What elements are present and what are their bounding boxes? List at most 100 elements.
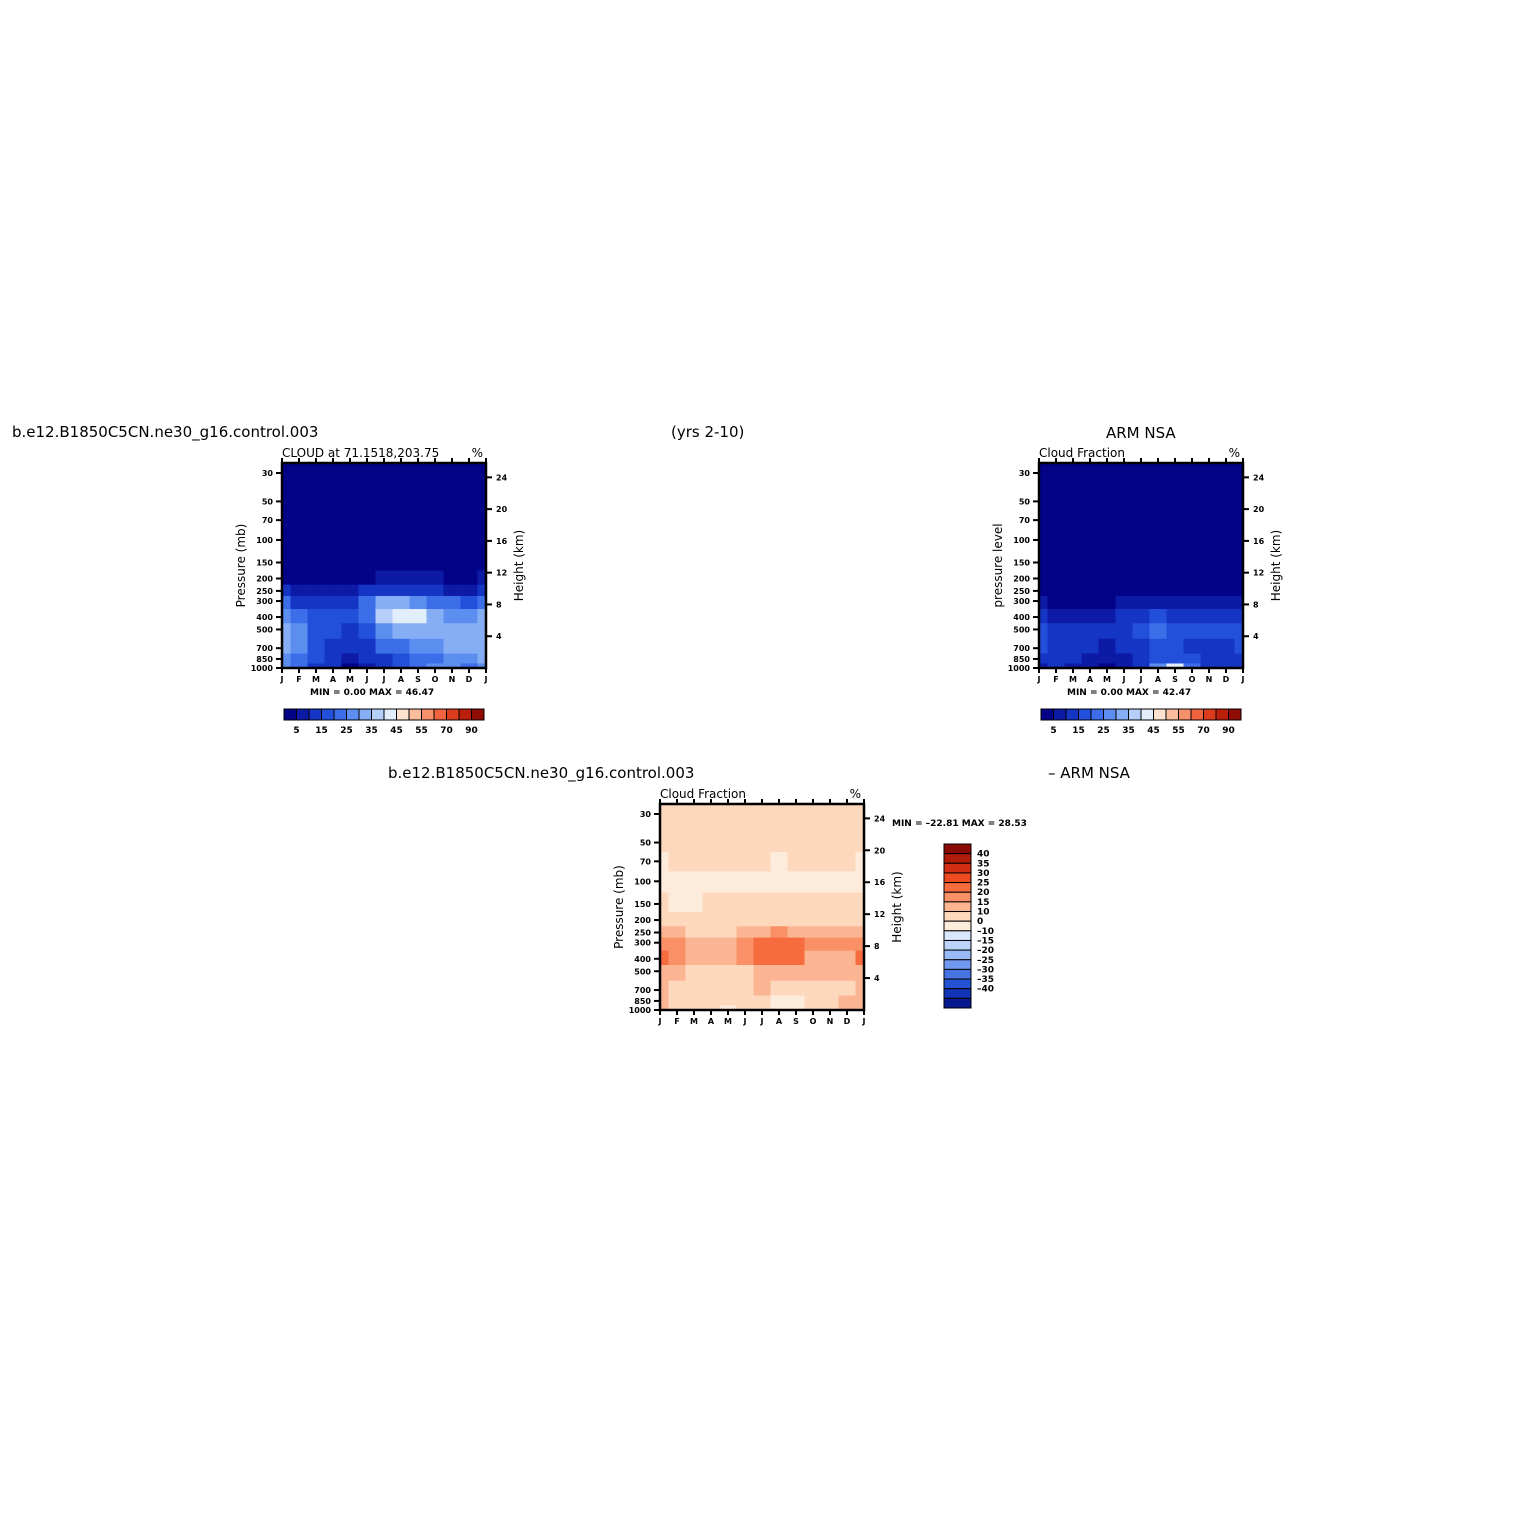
heatmap-cell	[460, 551, 479, 572]
heatmap-cell	[1234, 584, 1244, 597]
heatmap-cell	[324, 623, 343, 640]
heatmap-cell	[460, 653, 479, 665]
heatmap-cell	[770, 937, 789, 952]
heatmap-cell	[324, 595, 343, 610]
heatmap-cell	[1183, 551, 1202, 572]
heatmap-cell	[392, 623, 411, 640]
heatmap-cell	[719, 937, 738, 952]
heatmap-cell	[290, 570, 309, 586]
heatmap-cell	[341, 584, 360, 597]
heatmap-cell	[753, 995, 772, 1007]
colorbar-swatch	[321, 708, 335, 721]
heatmap-cell	[668, 892, 687, 913]
heatmap-cell	[719, 804, 738, 829]
colorbar-swatch	[943, 882, 972, 893]
heatmap-cell	[838, 892, 857, 913]
y2-tick-label: 24	[1253, 473, 1265, 482]
heatmap-cell	[392, 530, 411, 552]
heatmap-cell	[1200, 551, 1219, 572]
heatmap-cell	[290, 510, 309, 531]
heatmap-cell	[375, 638, 394, 655]
heatmap-cell	[1234, 530, 1244, 552]
heatmap-cell	[1200, 609, 1219, 624]
heatmap-cell	[838, 937, 857, 952]
heatmap-cell	[1149, 609, 1168, 624]
heatmap-cell	[787, 892, 806, 913]
heatmap-cell	[409, 663, 428, 669]
heatmap-cell	[660, 965, 670, 982]
heatmap-cell	[282, 663, 292, 669]
y-tick-label: 50	[262, 497, 274, 506]
heatmap-cell	[426, 653, 445, 665]
y-tick-label: 30	[640, 810, 652, 819]
heatmap-cell	[1132, 510, 1151, 531]
heatmap-cell	[409, 551, 428, 572]
colorbar-swatch	[943, 901, 972, 913]
heatmap-cell	[1047, 530, 1066, 552]
units-label: %	[1229, 446, 1240, 460]
heatmap-cell	[1234, 663, 1244, 669]
heatmap-cell	[358, 653, 377, 665]
x-tick-label: S	[793, 1017, 799, 1026]
y-tick-label: 700	[256, 644, 273, 653]
heatmap-cell	[426, 595, 445, 610]
y-tick-label: 850	[1013, 655, 1030, 664]
heatmap-cell	[685, 995, 704, 1007]
y-tick-label: 400	[256, 613, 273, 622]
colorbar-swatch	[1078, 708, 1092, 721]
y2-tick-label: 12	[1253, 569, 1264, 578]
y2-tick-label: 8	[874, 942, 880, 951]
heatmap-cell	[668, 980, 687, 997]
heatmap-cell	[702, 980, 721, 997]
y-tick-label: 200	[256, 574, 273, 583]
heatmap-cell	[409, 638, 428, 655]
heatmap-cell	[307, 551, 326, 572]
heatmap-cell	[1200, 584, 1219, 597]
heatmap-cell	[1234, 609, 1244, 624]
heatmap-cell	[787, 1005, 806, 1011]
heatmap-cells	[660, 804, 865, 1011]
heatmap-cell	[685, 937, 704, 952]
x-tick-label: J	[760, 1017, 764, 1026]
heatmap-cell	[770, 892, 789, 913]
colorbar-label: 15	[977, 898, 990, 908]
heatmap-cell	[838, 965, 857, 982]
heatmap-cell	[736, 851, 755, 872]
colorbar-label: 35	[977, 859, 990, 869]
heatmap-cell	[1047, 487, 1066, 512]
y2-tick-label: 24	[874, 814, 886, 823]
heatmap-cell	[1081, 595, 1100, 610]
heatmap-cell	[443, 487, 462, 512]
x-tick-label: N	[827, 1017, 834, 1026]
heatmap-cell	[668, 912, 687, 927]
heatmap-cell	[838, 804, 857, 829]
heatmap-cell	[736, 828, 755, 853]
heatmap-cell	[282, 463, 292, 488]
heatmap-cell	[477, 510, 487, 531]
heatmap-cell	[341, 463, 360, 488]
colorbar-swatch	[371, 708, 385, 721]
heatmap-cell	[443, 463, 462, 488]
colorbar-label: 70	[440, 726, 453, 736]
heatmap-cell	[821, 828, 840, 853]
heatmap-cell	[668, 1005, 687, 1011]
heatmap-cell	[736, 892, 755, 913]
colorbar-swatch	[943, 968, 972, 980]
heatmap-cell	[855, 828, 865, 853]
heatmap-cell	[341, 653, 360, 665]
heatmap-cell	[358, 623, 377, 640]
heatmap-cell	[660, 804, 670, 829]
colorbar-label: 5	[293, 726, 299, 736]
heatmap-cell	[460, 609, 479, 624]
heatmap-cell	[787, 851, 806, 872]
heatmap-cell	[1039, 530, 1049, 552]
heatmap-cell	[787, 950, 806, 966]
y2-tick-label: 20	[496, 505, 508, 514]
heatmap-cell	[1115, 584, 1134, 597]
heatmap-cell	[753, 892, 772, 913]
heatmap-cell	[753, 937, 772, 952]
heatmap-cell	[1166, 570, 1185, 586]
colorbar-swatch	[1140, 708, 1154, 721]
heatmap-cell	[1234, 653, 1244, 665]
